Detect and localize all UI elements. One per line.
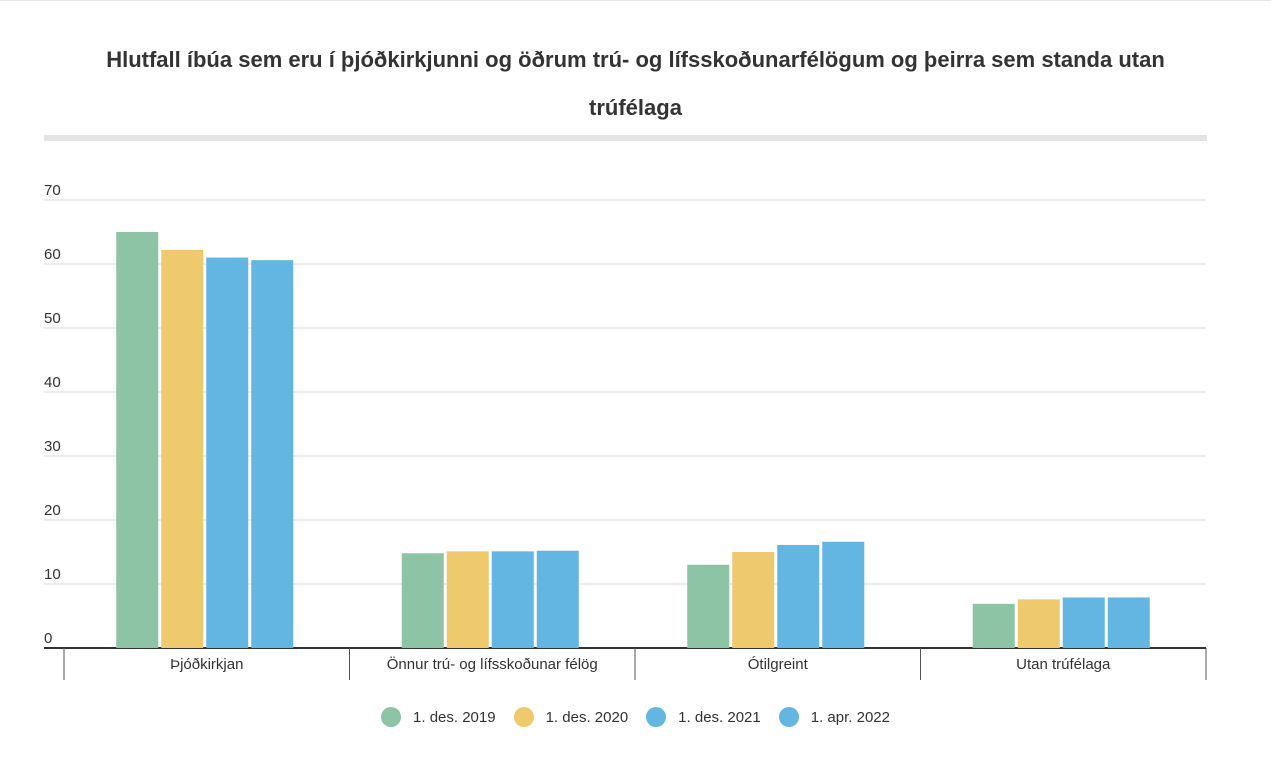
bar <box>1107 597 1150 648</box>
bar <box>206 257 249 648</box>
y-tick-label: 60 <box>44 246 61 263</box>
bar <box>161 249 204 649</box>
bar <box>972 603 1015 648</box>
chart-title-container: Hlutfall íbúa sem eru í þjóðkirkjunni og… <box>60 36 1211 132</box>
bar <box>401 553 444 648</box>
y-tick-label: 40 <box>44 374 61 391</box>
y-tick-label: 50 <box>44 310 61 327</box>
chart-title: Hlutfall íbúa sem eru í þjóðkirkjunni og… <box>106 47 1165 120</box>
legend-swatch-icon <box>513 707 534 727</box>
bar <box>1062 597 1105 648</box>
legend-label: 1. des. 2019 <box>413 708 496 726</box>
bar <box>446 551 489 648</box>
legend-label: 1. des. 2021 <box>678 708 761 726</box>
legend-item[interactable]: 1. apr. 2022 <box>778 707 890 727</box>
bar <box>536 550 579 648</box>
top-divider <box>0 0 1271 1</box>
legend-swatch-icon <box>646 707 667 727</box>
bar <box>777 544 820 648</box>
legend-item[interactable]: 1. des. 2020 <box>513 707 629 727</box>
bar <box>491 551 534 648</box>
bar <box>687 564 730 648</box>
legend-swatch-icon <box>381 707 402 727</box>
bar <box>116 232 159 648</box>
legend-label: 1. des. 2020 <box>545 708 629 726</box>
legend-label: 1. apr. 2022 <box>810 708 890 726</box>
x-category-label: Þjóðkirkjan <box>170 656 243 673</box>
legend-item[interactable]: 1. des. 2019 <box>381 707 496 727</box>
y-tick-label: 30 <box>44 438 61 455</box>
legend-swatch-icon <box>778 707 799 727</box>
title-underline <box>44 135 1207 141</box>
bar <box>1017 599 1060 648</box>
x-category-label: Ótilgreint <box>748 656 809 673</box>
y-tick-label: 70 <box>44 182 61 199</box>
bar <box>732 552 775 648</box>
y-tick-label: 10 <box>44 566 61 583</box>
x-category-label: Önnur trú- og lífsskoðunar félög <box>387 655 598 673</box>
legend-item[interactable]: 1. des. 2021 <box>646 707 761 727</box>
bar <box>822 541 865 648</box>
y-tick-label: 20 <box>44 502 61 519</box>
y-tick-label: 0 <box>44 630 52 647</box>
x-category-label: Utan trúfélaga <box>1016 656 1111 673</box>
bar <box>251 260 294 648</box>
chart-legend: 1. des. 2019 1. des. 2020 1. des. 2021 1. a… <box>0 707 1271 727</box>
